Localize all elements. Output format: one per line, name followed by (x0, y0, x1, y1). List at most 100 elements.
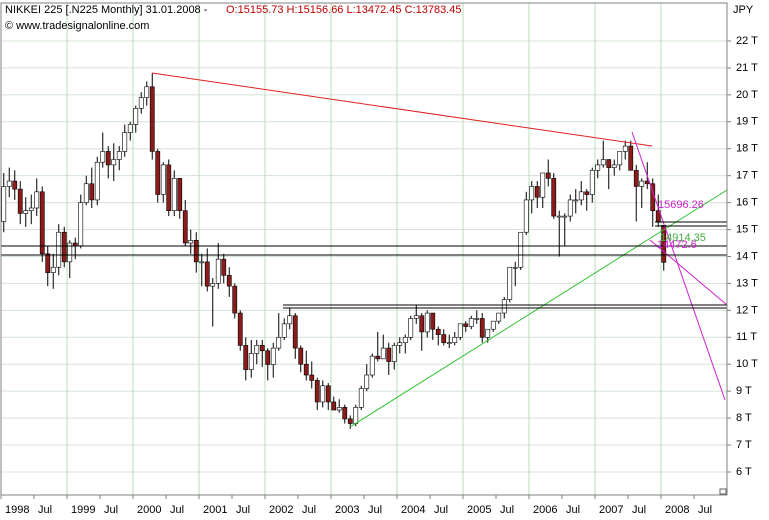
y-tick-label: 11 T (736, 331, 757, 343)
candle-body (380, 347, 386, 360)
candle-body (320, 385, 326, 403)
candle-body (45, 253, 51, 273)
candle-body (419, 315, 425, 333)
candle-body (353, 407, 359, 424)
y-tick-label: 14 T (736, 250, 758, 262)
candle-body (430, 312, 436, 330)
candle-body (210, 283, 216, 287)
candle-body (303, 363, 309, 376)
candle-body (639, 180, 645, 187)
y-tick-label: 22 T (736, 35, 758, 47)
y-tick-label: 17 T (736, 170, 758, 182)
candle-body (270, 347, 276, 365)
trend-line (631, 131, 726, 401)
candle-body (199, 261, 205, 264)
candle-body (122, 132, 128, 152)
x-tick-label: Jul (302, 504, 316, 516)
candle-body (259, 345, 265, 352)
y-tick-label: 10 T (736, 358, 758, 370)
candle-body (573, 199, 579, 202)
resize-icon (719, 488, 727, 495)
candle-body (584, 191, 590, 195)
y-tick-label: 15 T (736, 223, 758, 235)
x-tick-label: 2003 (335, 504, 359, 516)
candle-body (116, 151, 122, 160)
x-tick-label: 2000 (137, 504, 161, 516)
candle-body (215, 258, 221, 284)
y-tick-label: 19 T (736, 116, 758, 128)
candle-body (463, 323, 469, 327)
candle-body (347, 418, 353, 424)
candle-body (94, 161, 100, 201)
candle-body (287, 315, 293, 325)
candle-body (204, 261, 210, 287)
candle-body (391, 345, 397, 362)
candle-body (567, 199, 573, 217)
candle-body (105, 151, 111, 166)
x-tick-label: 2007 (599, 504, 623, 516)
candle-body (17, 188, 23, 214)
candle-body (611, 164, 617, 168)
candle-body (408, 318, 414, 338)
candle-body (375, 355, 381, 360)
candle-body (655, 210, 661, 222)
x-tick-label: Jul (236, 504, 250, 516)
candle-body (34, 191, 40, 209)
candle-body (314, 380, 320, 403)
candle-body (28, 207, 34, 211)
candle-body (545, 172, 551, 179)
candle-body (485, 328, 491, 338)
candle-body (89, 183, 95, 201)
candle-body (155, 151, 161, 195)
candle-body (402, 337, 408, 343)
candle-body (369, 355, 375, 376)
candle-body (534, 186, 540, 198)
candle-body (474, 318, 480, 320)
candle-body (479, 318, 485, 338)
x-tick-label: Jul (434, 504, 448, 516)
candle-body (23, 210, 29, 214)
candle-body (39, 191, 45, 255)
y-tick-label: 12 T (736, 304, 758, 316)
y-tick-label: 7 T (736, 439, 752, 451)
candle-body (600, 159, 606, 166)
candles (1, 73, 667, 429)
x-tick-label: Jul (368, 504, 382, 516)
candle-body (556, 215, 562, 218)
candle-body (325, 385, 331, 403)
watermark: © www.tradesignalonline.com (5, 20, 149, 32)
candle-body (56, 231, 62, 268)
y-tick-label: 20 T (736, 89, 758, 101)
candle-body (364, 374, 370, 389)
candle-body (342, 407, 348, 420)
x-tick-label: 2002 (269, 504, 293, 516)
candle-body (188, 240, 194, 244)
y-tick-label: 9 T (736, 385, 752, 397)
annotation-label: 15696.26 (658, 199, 704, 211)
candle-body (160, 164, 166, 195)
candle-body (358, 388, 364, 408)
candle-body (633, 169, 639, 187)
candle-body (386, 347, 392, 362)
candle-body (490, 320, 496, 330)
candle-body (67, 242, 73, 263)
candle-body (276, 337, 282, 349)
candle-body (72, 242, 78, 247)
candle-body (50, 266, 56, 273)
candle-body (457, 323, 463, 338)
candle-body (243, 345, 249, 370)
candle-body (182, 210, 188, 244)
candle-body (628, 145, 634, 171)
y-tick-label: 21 T (736, 62, 758, 74)
candle-body (193, 240, 199, 263)
candle-body (237, 312, 243, 346)
x-tick-label: Jul (38, 504, 52, 516)
y-tick-label: 13 T (736, 277, 758, 289)
candle-body (540, 172, 546, 198)
candle-body (111, 159, 117, 166)
x-tick-label: 2005 (467, 504, 491, 516)
y-tick-label: 8 T (736, 412, 752, 424)
